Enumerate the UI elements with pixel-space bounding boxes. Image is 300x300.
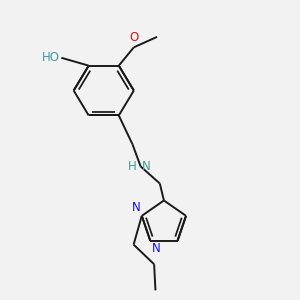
Text: N: N [142, 160, 151, 173]
Text: H: H [128, 160, 137, 173]
Text: N: N [152, 242, 160, 255]
Text: HO: HO [42, 51, 60, 64]
Text: N: N [132, 201, 141, 214]
Text: O: O [129, 31, 139, 44]
